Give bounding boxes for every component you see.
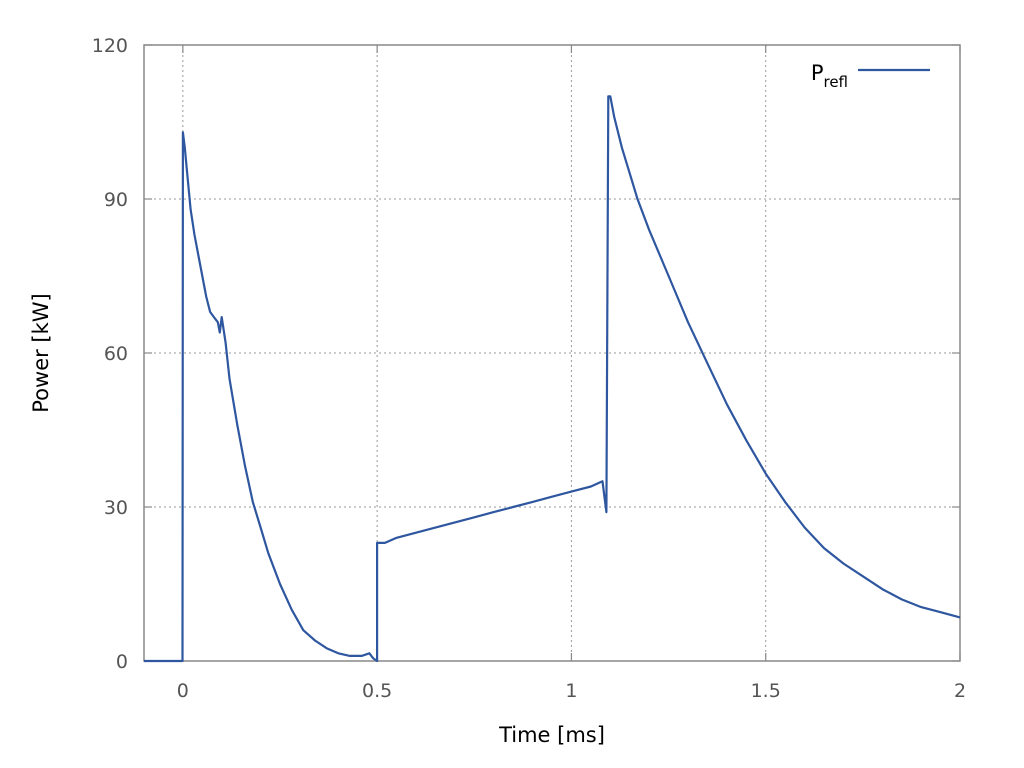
plot-frame xyxy=(143,44,961,662)
x-tick-label: 0.5 xyxy=(362,680,392,702)
axis-ticks: 0 0.5 1 1.5 2 0 30 60 90 120 xyxy=(92,35,966,702)
series-line xyxy=(144,95,961,663)
y-tick-label: 60 xyxy=(104,343,128,365)
x-tick-label: 2 xyxy=(954,680,966,702)
x-axis-label: Time [ms] xyxy=(498,723,605,747)
x-tick-label: 1 xyxy=(565,680,577,702)
legend-main: P xyxy=(811,61,824,85)
x-tick-label: 1.5 xyxy=(751,680,781,702)
y-tick-label: 120 xyxy=(92,35,128,57)
legend-sub: refl xyxy=(823,73,848,91)
y-axis-label: Power [kW] xyxy=(29,293,53,412)
legend: Prefl xyxy=(811,61,930,91)
series-layer xyxy=(144,95,961,663)
grid-lines xyxy=(144,45,961,661)
legend-entry: Prefl xyxy=(811,61,848,91)
y-tick-label: 90 xyxy=(104,189,128,211)
y-tick-label: 0 xyxy=(116,651,128,673)
y-tick-label: 30 xyxy=(104,497,128,519)
x-tick-label: 0 xyxy=(177,680,189,702)
